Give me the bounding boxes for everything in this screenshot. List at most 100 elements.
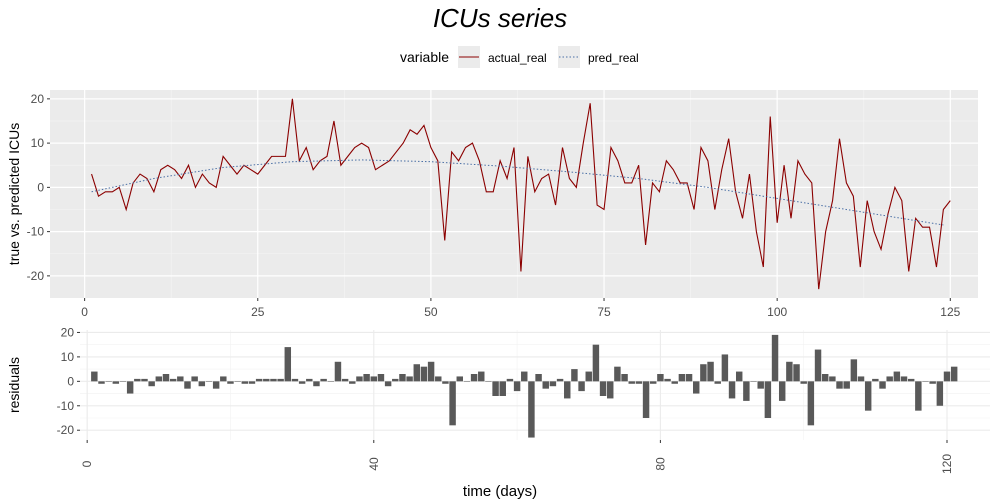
- bottom-y-tick-label: 0: [67, 374, 74, 388]
- residual-bar: [521, 371, 528, 382]
- residual-bar: [564, 381, 571, 399]
- residual-bar: [829, 376, 836, 382]
- residual-bar: [879, 381, 886, 389]
- bottom-x-tick-label: 80: [653, 457, 667, 471]
- residual-bar: [470, 374, 478, 382]
- residual-bar: [743, 381, 750, 401]
- residual-bar: [807, 381, 815, 426]
- residual-bar: [857, 376, 865, 382]
- residual-bar: [241, 381, 249, 384]
- series-line-actual-real: [91, 98, 951, 290]
- top-y-tick-label: -10: [27, 225, 45, 239]
- residual-bar: [685, 374, 693, 382]
- residual-bar: [886, 376, 893, 382]
- residual-bar: [778, 381, 786, 401]
- bottom-y-tick-label: -20: [57, 423, 75, 437]
- residual-bar: [112, 381, 120, 384]
- residual-bar: [936, 381, 944, 406]
- residual-bar: [327, 381, 335, 382]
- residual-bar: [134, 378, 141, 382]
- residual-bar: [291, 378, 299, 382]
- bottom-y-tick-label: -10: [57, 399, 75, 413]
- residual-bar: [628, 381, 635, 384]
- residual-bar: [399, 374, 406, 382]
- residual-bar: [750, 381, 757, 382]
- top-x-tick-label: 25: [251, 305, 265, 319]
- residual-bar: [735, 371, 743, 382]
- residual-bar: [313, 381, 320, 387]
- residual-bar: [141, 378, 148, 382]
- residual-bar: [184, 381, 191, 389]
- residual-bar: [356, 376, 363, 382]
- bottom-x-tick-label: 120: [940, 454, 954, 474]
- residual-bar: [657, 374, 664, 382]
- bottom-y-tick-label: 10: [61, 350, 75, 364]
- residual-bar: [205, 381, 213, 382]
- top-y-tick-label: -20: [27, 269, 45, 283]
- residual-bar: [91, 371, 98, 382]
- residual-bar: [650, 381, 657, 384]
- residual-bar: [284, 347, 292, 382]
- residual-bar: [864, 381, 872, 411]
- residual-bar: [499, 381, 506, 396]
- residual-bar: [442, 381, 449, 384]
- residual-bar: [349, 381, 356, 384]
- top-y-axis-title: true vs. predicted ICUs: [6, 123, 22, 265]
- residual-bar: [907, 378, 915, 382]
- top-x-tick-label: 0: [81, 305, 88, 319]
- bottom-y-tick-label: 20: [61, 325, 75, 339]
- residual-bar: [915, 381, 922, 411]
- residual-bar: [793, 364, 800, 382]
- residual-bar: [126, 381, 134, 394]
- residual-bar: [513, 381, 521, 392]
- residual-bar: [850, 359, 858, 382]
- residual-bar: [950, 366, 958, 382]
- bottom-x-tick-label: 0: [80, 460, 94, 467]
- residual-bar: [764, 381, 772, 418]
- residual-bar: [721, 354, 729, 382]
- residual-bar: [298, 381, 306, 384]
- residual-bar: [614, 366, 621, 382]
- legend-label-actual-real: actual_real: [488, 51, 547, 65]
- residual-bar: [377, 374, 385, 382]
- residual-bar: [728, 381, 736, 399]
- residual-bar: [212, 381, 220, 389]
- residual-bar: [320, 378, 327, 382]
- residual-bar: [535, 374, 542, 382]
- residual-bar: [227, 381, 234, 384]
- residual-bar: [341, 378, 349, 382]
- residual-bar: [585, 371, 592, 382]
- residual-bar: [220, 376, 227, 382]
- residual-bar: [427, 361, 435, 382]
- residual-bar: [392, 378, 399, 382]
- residual-bar: [98, 381, 105, 384]
- residual-bar: [700, 364, 707, 382]
- residual-bar: [306, 378, 313, 382]
- residual-bar: [370, 376, 378, 382]
- residual-bar: [900, 376, 908, 382]
- x-axis-title: time (days): [463, 483, 537, 500]
- top-x-tick-label: 50: [424, 305, 438, 319]
- residual-bar: [714, 381, 721, 384]
- residual-bar: [463, 381, 471, 382]
- residual-bar: [234, 381, 241, 382]
- residual-bar: [599, 381, 607, 396]
- bottom-x-tick-label: 40: [367, 457, 381, 471]
- residual-bar: [485, 381, 492, 382]
- residual-bar: [814, 349, 822, 382]
- residual-bar: [707, 361, 714, 382]
- top-x-tick-label: 75: [597, 305, 611, 319]
- residual-bar: [693, 381, 700, 394]
- residual-bar: [872, 378, 879, 382]
- residual-bar: [528, 381, 535, 438]
- residual-bar: [621, 374, 628, 382]
- legend-label-pred-real: pred_real: [588, 51, 639, 65]
- residual-bar: [556, 378, 564, 382]
- top-y-tick-label: 0: [37, 180, 44, 194]
- residual-bar: [642, 381, 650, 418]
- residual-bar: [105, 381, 112, 382]
- residual-bar: [943, 371, 951, 382]
- residual-bar: [334, 361, 342, 382]
- residual-bar: [771, 334, 779, 382]
- residual-bar: [177, 376, 184, 382]
